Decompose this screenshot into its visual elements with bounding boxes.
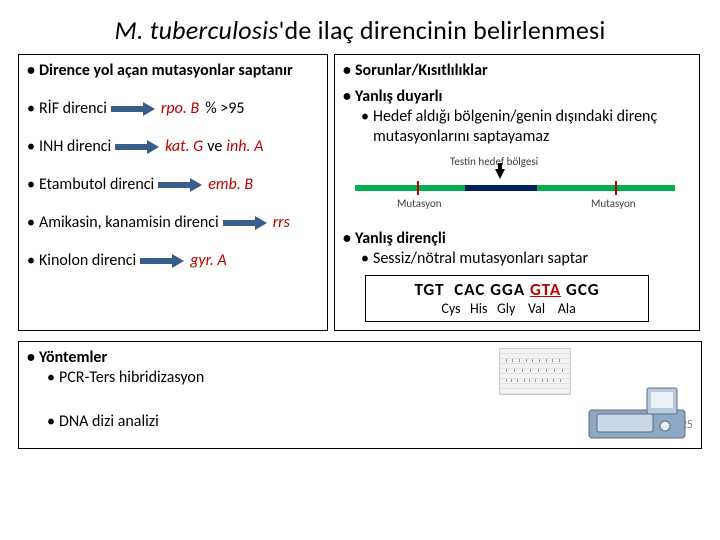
bullet-icon: •: [27, 99, 35, 119]
methods-heading-text: Yöntemler: [39, 348, 107, 368]
methods-heading: • Yöntemler: [27, 348, 693, 368]
flank-line: [537, 185, 675, 191]
false-susc-text: Yanlış duyarlı: [355, 87, 443, 107]
slide-title: M. tuberculosis'de ilaç direncinin belir…: [18, 14, 702, 46]
mutation-tick: [615, 181, 617, 195]
bullet-icon: •: [27, 137, 35, 157]
inh-row: • INH direnci kat. G ve inh. A: [27, 137, 319, 157]
sequence-box: TGT CAC GGA GTA GCG Cys His Gly Val Ala: [365, 275, 649, 322]
bullet-icon: •: [343, 229, 351, 249]
bullet-icon: •: [27, 175, 35, 195]
target-region-diagram: Testin hedef bölgesi Mutasyon Mutasyon: [355, 155, 675, 225]
slide: M. tuberculosis'de ilaç direncinin belir…: [0, 0, 720, 540]
etamb-row: • Etambutol direnci emb. B: [27, 175, 319, 195]
bullet-icon: •: [361, 107, 369, 127]
target-line: [465, 185, 537, 191]
gel-image-icon: [499, 348, 571, 395]
false-res-detail-text: Sessiz/nötral mutasyonları saptar: [373, 249, 588, 269]
amik-gene: rrs: [273, 213, 290, 233]
diagram-mut-label: Mutasyon: [591, 197, 636, 210]
codon-line: TGT CAC GGA GTA GCG: [372, 279, 642, 300]
flank-line: [355, 185, 465, 191]
sequencer-icon: [587, 380, 687, 442]
false-susc-detail: • Hedef aldığı bölgenin/genin dışındaki …: [361, 107, 691, 147]
left-column: • Dirence yol açan mutasyonlar saptanır …: [18, 54, 328, 331]
bullet-icon: •: [27, 348, 35, 368]
method-1-text: PCR-Ters hibridizasyon: [59, 368, 204, 388]
arrow-icon: [158, 178, 204, 192]
false-resistant: • Yanlış dirençli: [343, 229, 691, 249]
bullet-icon: •: [47, 412, 55, 432]
rif-pct: % >95: [205, 99, 244, 119]
inh-gene2: inh. A: [226, 137, 263, 157]
bullet-icon: •: [47, 368, 55, 388]
amik-row: • Amikasin, kanamisin direnci rrs: [27, 213, 319, 233]
aa-line: Cys His Gly Val Ala: [372, 300, 642, 317]
rif-row: • RİF direnci rpo. B % >95: [27, 99, 319, 119]
inh-and: ve: [207, 137, 222, 157]
columns: • Dirence yol açan mutasyonlar saptanır …: [18, 54, 702, 331]
diagram-top-label: Testin hedef bölgesi: [450, 155, 538, 168]
method-2-text: DNA dizi analizi: [59, 412, 159, 432]
method-2: • DNA dizi analizi: [47, 412, 159, 432]
kino-label: Kinolon direnci: [39, 251, 136, 271]
bullet-icon: •: [361, 249, 369, 269]
left-heading: • Dirence yol açan mutasyonlar saptanır: [27, 61, 319, 81]
mutation-tick: [417, 181, 419, 195]
false-res-text: Yanlış dirençli: [355, 229, 446, 249]
false-res-detail: • Sessiz/nötral mutasyonları saptar: [361, 249, 691, 269]
right-heading-text: Sorunlar/Kısıtlılıklar: [355, 61, 488, 81]
rif-label: RİF direnci: [39, 99, 107, 119]
arrow-icon: [223, 216, 269, 230]
arrow-icon: [140, 254, 186, 268]
amik-label: Amikasin, kanamisin direnci: [39, 213, 219, 233]
bullet-icon: •: [27, 213, 35, 233]
false-susc-detail-text: Hedef aldığı bölgenin/genin dışındaki di…: [373, 107, 691, 147]
bullet-icon: •: [27, 61, 35, 81]
right-column: • Sorunlar/Kısıtlılıklar • Yanlış duyarl…: [334, 54, 700, 331]
bullet-icon: •: [343, 61, 351, 81]
inh-gene1: kat. G: [165, 137, 203, 157]
bullet-icon: •: [27, 251, 35, 271]
title-italic: M. tuberculosis: [114, 14, 278, 46]
diagram-mut-label: Mutasyon: [397, 197, 442, 210]
inh-label: INH direnci: [39, 137, 111, 157]
title-rest: 'de ilaç direncinin belirlenmesi: [279, 14, 606, 46]
down-arrow-icon: [495, 169, 505, 179]
kino-row: • Kinolon direnci gyr. A: [27, 251, 319, 271]
arrow-icon: [111, 102, 157, 116]
methods-box: • Yöntemler • PCR-Ters hibridizasyon • D…: [18, 341, 702, 449]
rif-gene: rpo. B: [161, 99, 199, 119]
kino-gene: gyr. A: [190, 251, 226, 271]
etamb-label: Etambutol direnci: [39, 175, 154, 195]
arrow-icon: [115, 140, 161, 154]
right-heading: • Sorunlar/Kısıtlılıklar: [343, 61, 691, 81]
left-heading-text: Dirence yol açan mutasyonlar saptanır: [39, 61, 293, 81]
etamb-gene: emb. B: [208, 175, 253, 195]
false-susceptible: • Yanlış duyarlı: [343, 87, 691, 107]
bullet-icon: •: [343, 87, 351, 107]
